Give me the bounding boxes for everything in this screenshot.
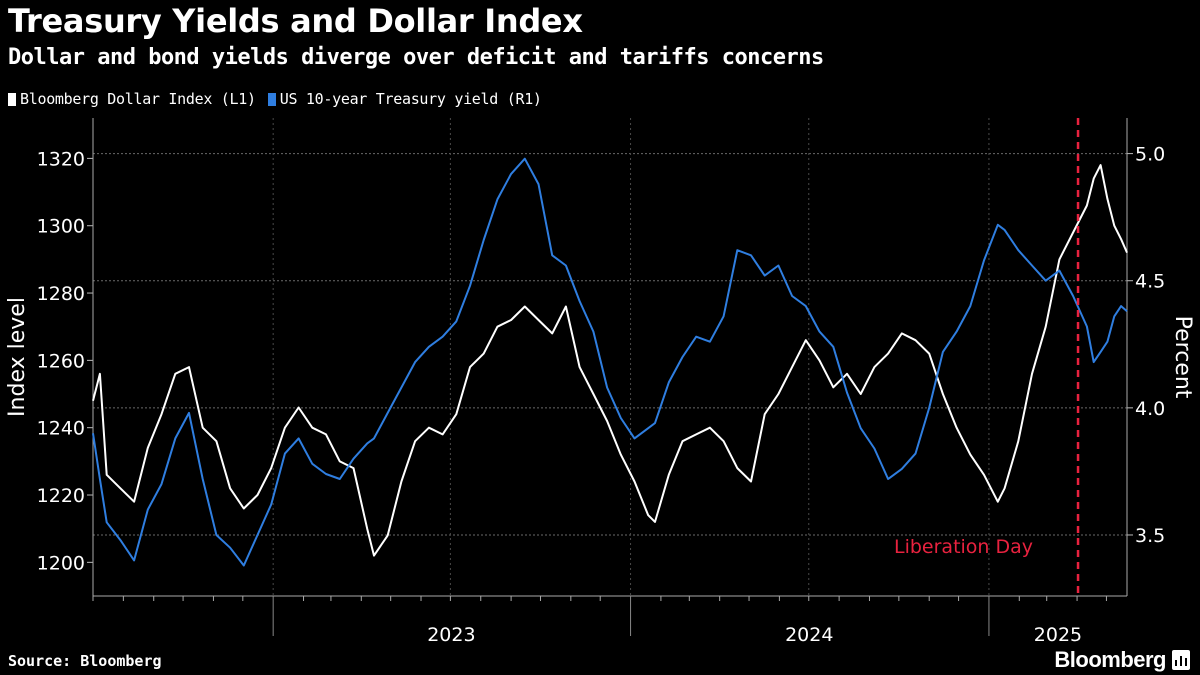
grid-layer xyxy=(93,118,1127,596)
annotation-layer: Liberation Day xyxy=(894,118,1080,596)
y-left-tick-label: 1260 xyxy=(37,350,85,372)
legend-item-yield[interactable]: US 10-year Treasury yield (R1) xyxy=(267,90,542,108)
y-axis-right-label: Percent xyxy=(1170,316,1195,399)
y-axis-left-label: Index level xyxy=(5,297,30,417)
y-left-tick-label: 1200 xyxy=(37,552,85,574)
event-label-liberation-day: Liberation Day xyxy=(894,536,1033,558)
y-left-tick-label: 1240 xyxy=(37,418,85,440)
chart-subtitle: Dollar and bond yields diverge over defi… xyxy=(8,45,824,70)
series-layer xyxy=(92,157,1128,567)
bar-chart-icon xyxy=(1172,650,1190,670)
y-right-tick-label: 4.5 xyxy=(1135,271,1165,293)
y-right-tick-label: 5.0 xyxy=(1135,144,1165,166)
x-tick-label: 2023 xyxy=(427,624,475,646)
legend-swatch-yield xyxy=(267,92,276,106)
series-line-treasury-yield xyxy=(92,157,1128,567)
legend-label-dxy: Bloomberg Dollar Index (L1) xyxy=(20,90,256,108)
brand-logo: Bloomberg xyxy=(1054,647,1166,672)
y-right-tick-label: 3.5 xyxy=(1135,525,1165,547)
y-left-tick-label: 1300 xyxy=(37,216,85,238)
y-right-tick-label: 4.0 xyxy=(1135,398,1165,420)
axis-layer: 1200 1220 1240 1260 1280 1300 1320 3.5 4.0 4.5 5.0… xyxy=(37,118,1165,646)
legend: Bloomberg Dollar Index (L1) US 10-year T… xyxy=(8,90,542,108)
legend-item-dxy[interactable]: Bloomberg Dollar Index (L1) xyxy=(8,90,256,108)
series-line-dollar-index xyxy=(92,164,1128,557)
source-note: Source: Bloomberg xyxy=(8,652,162,670)
x-tick-label: 2024 xyxy=(785,624,833,646)
x-tick-label: 2025 xyxy=(1034,624,1082,646)
y-left-tick-label: 1320 xyxy=(37,148,85,170)
y-left-tick-label: 1220 xyxy=(37,485,85,507)
y-left-tick-label: 1280 xyxy=(37,283,85,305)
chart-title: Treasury Yields and Dollar Index xyxy=(8,2,583,40)
legend-label-yield: US 10-year Treasury yield (R1) xyxy=(279,90,542,108)
legend-swatch-dxy xyxy=(8,92,16,106)
